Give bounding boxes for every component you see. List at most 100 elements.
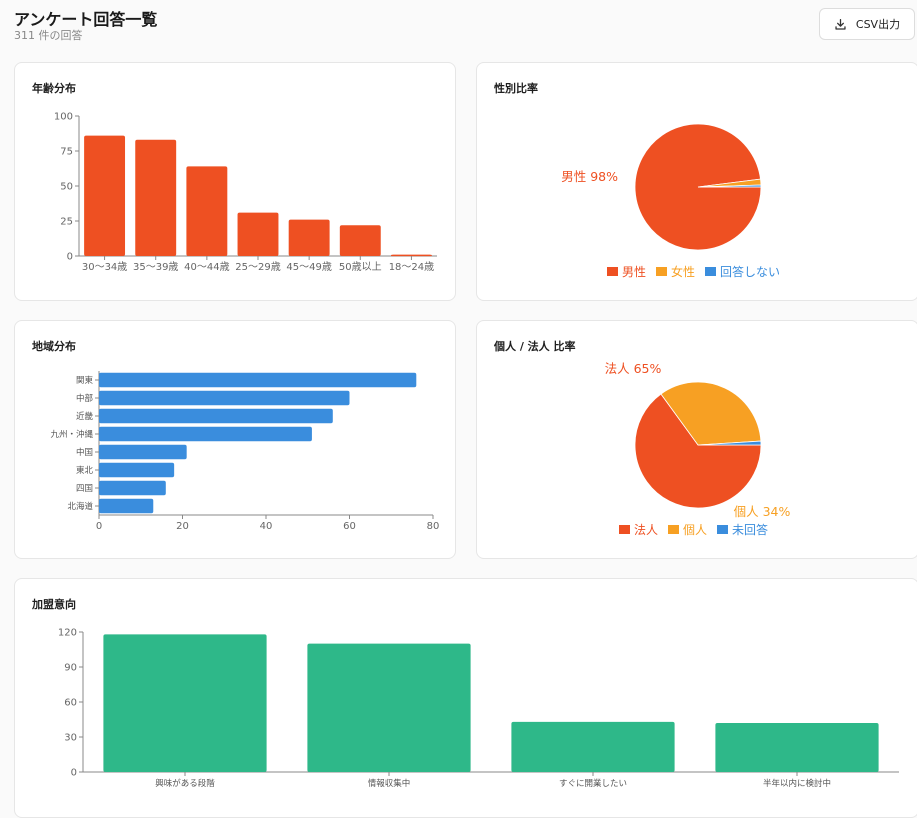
y-tick-label: 25 bbox=[60, 217, 73, 228]
legend-label: 未回答 bbox=[732, 523, 769, 537]
region-card-title: 地域分布 bbox=[32, 340, 76, 353]
bar bbox=[99, 372, 417, 388]
pie-slice bbox=[697, 440, 762, 446]
response-count: 311 件の回答 bbox=[14, 29, 83, 42]
gender-card-title: 性別比率 bbox=[494, 82, 538, 95]
bar bbox=[715, 723, 879, 772]
bar bbox=[99, 480, 166, 496]
gender-ratio-card: 性別比率 男性 98% 男性 女性 回答しない bbox=[476, 62, 917, 301]
legend-swatch bbox=[668, 525, 680, 534]
entity-ratio-card: 個人 / 法人 比率 法人 65% 個人 34% 法人 個人 未回答 bbox=[476, 320, 917, 559]
bar bbox=[99, 390, 350, 406]
x-tick-label: 40〜44歳 bbox=[184, 261, 229, 273]
legend-item[interactable]: 法人 bbox=[619, 521, 658, 538]
y-tick-label: 120 bbox=[58, 628, 77, 639]
x-tick-label: 0 bbox=[96, 521, 102, 532]
bar bbox=[307, 643, 471, 772]
x-tick-label: 40 bbox=[260, 521, 273, 532]
bar bbox=[99, 444, 187, 460]
pie-slice bbox=[697, 184, 762, 188]
y-tick-label: 中部 bbox=[76, 393, 94, 404]
legend-label: 個人 bbox=[683, 523, 708, 537]
csv-export-button[interactable]: CSV出力 bbox=[819, 8, 915, 40]
bar bbox=[103, 634, 267, 772]
bar bbox=[511, 721, 675, 772]
csv-export-label: CSV出力 bbox=[855, 18, 901, 31]
x-tick-label: すぐに開業したい bbox=[559, 778, 627, 789]
bar bbox=[237, 212, 279, 256]
legend-item[interactable]: 女性 bbox=[656, 263, 695, 280]
legend-label: 回答しない bbox=[720, 265, 781, 279]
bar bbox=[84, 135, 126, 256]
x-tick-label: 50歳以上 bbox=[339, 261, 382, 273]
entity-pie-chart: 法人 65% 個人 34% bbox=[605, 361, 791, 519]
legend-swatch bbox=[619, 525, 630, 534]
bar bbox=[339, 225, 381, 256]
bar bbox=[390, 254, 432, 257]
legend-item[interactable]: 個人 bbox=[668, 521, 707, 538]
legend-item[interactable]: 未回答 bbox=[717, 521, 768, 538]
legend-swatch bbox=[705, 267, 717, 276]
x-tick-label: 情報収集中 bbox=[368, 778, 411, 789]
y-tick-label: 北海道 bbox=[67, 501, 93, 512]
entity-card-title: 個人 / 法人 比率 bbox=[494, 340, 576, 353]
x-tick-label: 18〜24歳 bbox=[389, 261, 434, 273]
region-distribution-card: 地域分布 0 20 40 60 80 関東中部近畿九州・沖縄中国東北四国北海道 bbox=[14, 320, 456, 559]
y-tick-label: 四国 bbox=[76, 484, 93, 494]
legend-label: 男性 bbox=[622, 265, 647, 279]
download-icon bbox=[835, 18, 846, 30]
x-tick-label: 半年以内に検討中 bbox=[763, 778, 831, 789]
age-card-title: 年齢分布 bbox=[32, 82, 76, 95]
x-tick-label: 45〜49歳 bbox=[286, 261, 331, 273]
x-tick-label: 20 bbox=[176, 521, 189, 532]
y-tick-label: 中国 bbox=[76, 447, 93, 458]
bar bbox=[99, 498, 154, 514]
y-tick-label: 近畿 bbox=[76, 411, 94, 422]
entity-legend: 法人 個人 未回答 bbox=[619, 521, 768, 538]
bar bbox=[99, 426, 312, 442]
intent-card-title: 加盟意向 bbox=[32, 598, 76, 611]
pie-data-label: 男性 98% bbox=[561, 169, 618, 184]
pie-slice bbox=[660, 381, 762, 446]
legend-label: 法人 bbox=[634, 523, 659, 537]
legend-swatch bbox=[656, 267, 668, 276]
gender-legend: 男性 女性 回答しない bbox=[607, 263, 780, 280]
legend-item[interactable]: 男性 bbox=[607, 263, 646, 280]
y-tick-label: 60 bbox=[64, 698, 77, 709]
pie-data-label: 個人 34% bbox=[734, 504, 791, 519]
age-distribution-card: 年齢分布 0 25 50 75 100 30〜34歳 35〜39歳 40〜44歳 25〜29歳 4… bbox=[14, 62, 456, 301]
y-tick-label: 0 bbox=[71, 768, 77, 779]
intent-bar-chart: 0 30 60 90 120 興味がある段階 情報収集中 すぐに開業したい 半年以内に検討中 bbox=[58, 628, 899, 789]
age-bar-chart: 0 25 50 75 100 30〜34歳 35〜39歳 40〜44歳 25〜29歳 45〜49歳… bbox=[54, 112, 437, 273]
legend-label: 女性 bbox=[671, 265, 696, 279]
x-tick-label: 25〜29歳 bbox=[235, 261, 280, 273]
legend-swatch bbox=[607, 267, 618, 276]
y-tick-label: 100 bbox=[54, 112, 73, 123]
y-tick-label: 75 bbox=[60, 147, 73, 158]
y-tick-label: 九州・沖縄 bbox=[50, 429, 93, 440]
bar bbox=[186, 166, 228, 256]
y-tick-label: 0 bbox=[67, 252, 73, 263]
franchise-intent-card: 加盟意向 0 30 60 90 120 興味がある段階 情報収集中 すぐに開業したい 半年以内に… bbox=[14, 578, 917, 818]
bar bbox=[99, 408, 333, 424]
bar bbox=[135, 139, 177, 256]
y-tick-label: 50 bbox=[60, 182, 73, 193]
legend-swatch bbox=[717, 525, 729, 534]
legend-item[interactable]: 回答しない bbox=[705, 263, 780, 280]
pie-data-label: 法人 65% bbox=[605, 361, 662, 376]
y-tick-label: 30 bbox=[64, 733, 77, 744]
y-tick-label: 東北 bbox=[76, 465, 94, 476]
y-tick-label: 関東 bbox=[76, 375, 94, 386]
bar bbox=[288, 219, 330, 256]
x-tick-label: 60 bbox=[343, 521, 356, 532]
x-tick-label: 30〜34歳 bbox=[82, 261, 127, 273]
pie-slice bbox=[634, 393, 762, 509]
x-tick-label: 興味がある段階 bbox=[155, 778, 215, 789]
x-tick-label: 80 bbox=[427, 521, 440, 532]
x-tick-label: 35〜39歳 bbox=[133, 261, 178, 273]
bar bbox=[99, 462, 175, 478]
y-tick-label: 90 bbox=[64, 663, 77, 674]
gender-pie-chart: 男性 98% bbox=[561, 123, 762, 251]
page-title: アンケート回答一覧 bbox=[14, 10, 158, 29]
